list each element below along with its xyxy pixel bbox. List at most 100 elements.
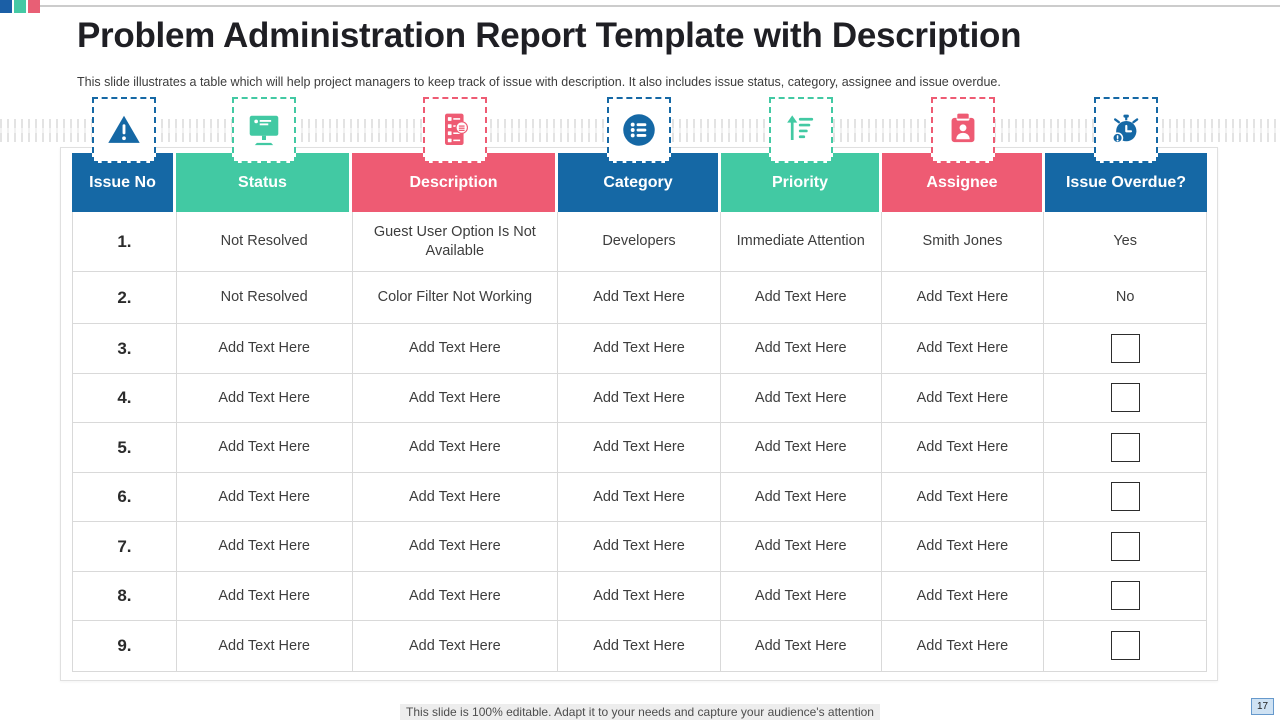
cell-description: Add Text Here	[353, 324, 559, 373]
cell-status: Add Text Here	[177, 621, 353, 671]
issue-overdue-icon-box	[1094, 97, 1158, 163]
cell-overdue	[1044, 423, 1206, 472]
cell-category: Add Text Here	[558, 472, 721, 521]
cell-category: Add Text Here	[558, 272, 721, 323]
table-row: 2. Not Resolved Color Filter Not Working…	[73, 272, 1206, 324]
overdue-checkbox[interactable]	[1110, 631, 1140, 661]
warning-triangle-icon	[108, 115, 140, 143]
cell-status: Add Text Here	[177, 373, 353, 422]
column-header-label: Category	[603, 173, 673, 191]
cell-category: Add Text Here	[558, 423, 721, 472]
overdue-checkbox[interactable]	[1110, 432, 1140, 462]
cell-status: Not Resolved	[177, 212, 353, 271]
subtitle: This slide illustrates a table which wil…	[77, 75, 1001, 89]
table-row: 8. Add Text Here Add Text Here Add Text …	[73, 571, 1206, 621]
cell-status: Add Text Here	[177, 472, 353, 521]
sort-ascending-icon	[787, 115, 814, 140]
brand-square-pink	[28, 0, 40, 13]
overdue-checkbox[interactable]	[1110, 531, 1140, 561]
cell-overdue: No	[1115, 289, 1135, 306]
cell-priority: Add Text Here	[721, 324, 882, 373]
monitor-icon	[249, 115, 279, 146]
slide-number-badge: 17	[1251, 698, 1274, 715]
cell-category: Add Text Here	[558, 324, 721, 373]
description-icon-box	[423, 97, 487, 163]
cell-assignee: Add Text Here	[882, 272, 1045, 323]
cell-assignee: Add Text Here	[882, 373, 1045, 422]
cell-assignee: Add Text Here	[882, 423, 1045, 472]
cell-status: Add Text Here	[177, 423, 353, 472]
column-header-label: Status	[238, 173, 287, 191]
stopwatch-alert-icon	[1111, 114, 1139, 144]
column-header-label: Issue No	[89, 173, 156, 191]
cell-status: Add Text Here	[177, 324, 353, 373]
overdue-checkbox[interactable]	[1110, 383, 1140, 413]
cell-description: Color Filter Not Working	[353, 272, 559, 323]
cell-assignee: Smith Jones	[882, 212, 1045, 271]
cell-overdue	[1044, 324, 1206, 373]
cell-priority: Add Text Here	[721, 621, 882, 671]
cell-assignee: Add Text Here	[882, 324, 1045, 373]
cell-category: Add Text Here	[558, 522, 721, 571]
column-header-label: Assignee	[926, 173, 998, 191]
cell-description: Add Text Here	[353, 373, 559, 422]
checklist-document-icon	[445, 113, 469, 145]
cell-category: Add Text Here	[558, 373, 721, 422]
overdue-checkbox[interactable]	[1110, 482, 1140, 512]
cell-issue-no: 3.	[73, 324, 177, 373]
cell-category: Developers	[558, 212, 721, 271]
cell-status: Add Text Here	[177, 571, 353, 620]
footer-note: This slide is 100% editable. Adapt it to…	[0, 703, 1280, 720]
status-icon-box	[232, 97, 296, 163]
cell-overdue	[1044, 374, 1206, 423]
column-header-label: Issue Overdue?	[1065, 173, 1187, 191]
cell-priority: Add Text Here	[721, 571, 882, 620]
top-divider-line	[40, 5, 1280, 7]
cell-status: Not Resolved	[177, 272, 353, 323]
cell-assignee: Add Text Here	[882, 472, 1045, 521]
cell-issue-no: 9.	[73, 621, 177, 671]
priority-icon-box	[769, 97, 833, 163]
clipboard-person-icon	[951, 113, 975, 143]
table-row: 7. Add Text Here Add Text Here Add Text …	[73, 522, 1206, 572]
cell-description: Add Text Here	[353, 571, 559, 620]
brand-square-teal	[14, 0, 26, 13]
cell-overdue	[1044, 473, 1206, 522]
brand-square-blue	[0, 0, 12, 13]
brand-squares	[0, 0, 40, 13]
cell-assignee: Add Text Here	[882, 522, 1045, 571]
issue-no-icon-box	[92, 97, 156, 163]
cell-status: Add Text Here	[177, 522, 353, 571]
column-icons-row	[72, 97, 1207, 163]
list-circle-icon	[623, 114, 655, 146]
cell-priority: Add Text Here	[721, 373, 882, 422]
cell-overdue: Yes	[1113, 233, 1137, 250]
cell-issue-no: 1.	[73, 212, 177, 271]
cell-issue-no: 8.	[73, 571, 177, 620]
table-row: 5. Add Text Here Add Text Here Add Text …	[73, 423, 1206, 473]
cell-description: Guest User Option Is Not Available	[353, 212, 559, 271]
cell-category: Add Text Here	[558, 621, 721, 671]
table-row: 3. Add Text Here Add Text Here Add Text …	[73, 324, 1206, 374]
overdue-checkbox[interactable]	[1110, 333, 1140, 363]
cell-assignee: Add Text Here	[882, 571, 1045, 620]
cell-assignee: Add Text Here	[882, 621, 1045, 671]
cell-priority: Add Text Here	[721, 522, 882, 571]
cell-category: Add Text Here	[558, 571, 721, 620]
table-row: 4. Add Text Here Add Text Here Add Text …	[73, 373, 1206, 423]
table-row: 1. Not Resolved Guest User Option Is Not…	[73, 212, 1206, 272]
assignee-icon-box	[931, 97, 995, 163]
overdue-checkbox[interactable]	[1110, 581, 1140, 611]
cell-description: Add Text Here	[353, 621, 559, 671]
cell-overdue	[1044, 572, 1206, 621]
table-row: 6. Add Text Here Add Text Here Add Text …	[73, 472, 1206, 522]
cell-priority: Add Text Here	[721, 423, 882, 472]
cell-issue-no: 7.	[73, 522, 177, 571]
cell-issue-no: 6.	[73, 472, 177, 521]
cell-overdue	[1044, 621, 1206, 671]
cell-priority: Add Text Here	[721, 272, 882, 323]
page-title: Problem Administration Report Template w…	[77, 16, 1022, 55]
category-icon-box	[607, 97, 671, 163]
table-body: 1. Not Resolved Guest User Option Is Not…	[72, 212, 1207, 672]
